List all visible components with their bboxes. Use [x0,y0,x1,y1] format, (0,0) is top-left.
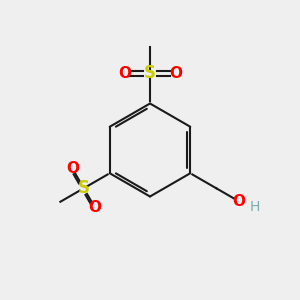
Text: S: S [78,179,90,197]
Text: O: O [232,194,245,208]
Text: O: O [66,161,79,176]
Text: S: S [144,64,156,82]
Text: H: H [249,200,260,214]
Text: O: O [88,200,101,215]
Text: O: O [169,66,182,81]
Text: O: O [118,66,131,81]
